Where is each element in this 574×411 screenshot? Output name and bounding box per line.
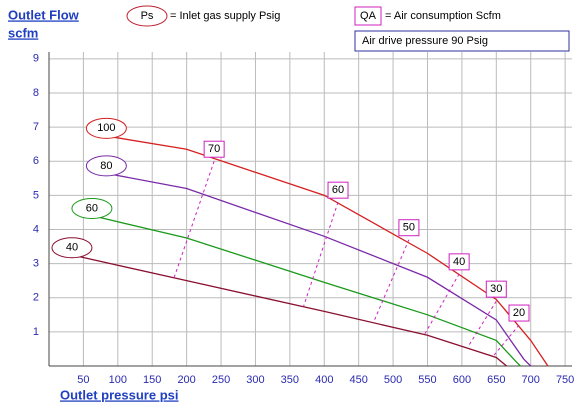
x-tick-label: 750 (556, 374, 574, 386)
x-tick-label: 700 (522, 374, 540, 386)
qa-line (423, 273, 460, 336)
series-label-ellipse (51, 237, 93, 259)
qa-label-box (448, 253, 470, 271)
x-tick-label: 600 (453, 374, 471, 386)
line (114, 174, 532, 367)
x-tick-label: 450 (349, 374, 367, 386)
qa-label-box (398, 219, 420, 237)
series-label: 40 (66, 242, 78, 254)
legend-text: = Inlet gas supply Psig (170, 10, 280, 22)
legend-ellipse (126, 5, 168, 27)
x-tick-label: 500 (384, 374, 402, 386)
qa-label-box (203, 140, 225, 158)
x-tick-label: 350 (281, 374, 299, 386)
qa-label: 50 (403, 222, 415, 234)
qa-label: 30 (490, 283, 502, 295)
y-tick-label: 4 (33, 223, 39, 235)
x-tick-label: 400 (315, 374, 333, 386)
y-tick-label: 5 (33, 189, 39, 201)
series-label: 80 (100, 160, 112, 172)
qa-line (468, 300, 497, 346)
y-tick-label: 1 (33, 326, 39, 338)
line (79, 256, 508, 367)
series-label-ellipse (71, 198, 113, 220)
qa-line (303, 202, 339, 307)
y-axis-title: scfm (8, 25, 38, 40)
qa-label: 60 (332, 184, 344, 196)
x-tick-label: 250 (212, 374, 230, 386)
legend-box (354, 6, 382, 26)
qa-label: 20 (513, 307, 525, 319)
y-axis-title: Outlet Flow (8, 7, 80, 22)
x-tick-label: 150 (143, 374, 161, 386)
x-tick-label: 550 (418, 374, 436, 386)
y-tick-label: 7 (33, 121, 39, 133)
qa-label-box (508, 304, 530, 322)
series-label-ellipse (85, 155, 127, 177)
x-tick-label: 300 (246, 374, 264, 386)
line (99, 216, 521, 367)
qa-label-box (327, 181, 349, 199)
note-box (354, 30, 570, 52)
qa-label-box (485, 280, 507, 298)
qa-line (493, 324, 520, 357)
legend-key: Ps (141, 10, 154, 22)
series-label: 60 (86, 202, 98, 214)
series-label-ellipse (85, 117, 127, 139)
y-tick-label: 9 (33, 53, 39, 65)
y-tick-label: 8 (33, 87, 39, 99)
x-tick-label: 100 (109, 374, 127, 386)
x-tick-label: 200 (177, 374, 195, 386)
legend-text: = Air consumption Scfm (385, 10, 501, 22)
qa-line (173, 161, 215, 278)
y-tick-label: 3 (33, 258, 39, 270)
note: Air drive pressure 90 Psig (362, 35, 488, 47)
series-label: 100 (97, 122, 115, 134)
x-tick-label: 50 (77, 374, 89, 386)
x-tick-label: 650 (487, 374, 505, 386)
qa-label: 40 (453, 256, 465, 268)
legend-key: QA (360, 10, 377, 22)
qa-line (373, 239, 410, 322)
qa-label: 70 (208, 143, 220, 155)
y-tick-label: 2 (33, 292, 39, 304)
x-axis-title: Outlet pressure psi (60, 387, 178, 402)
y-tick-label: 6 (33, 155, 39, 167)
line (114, 136, 549, 367)
